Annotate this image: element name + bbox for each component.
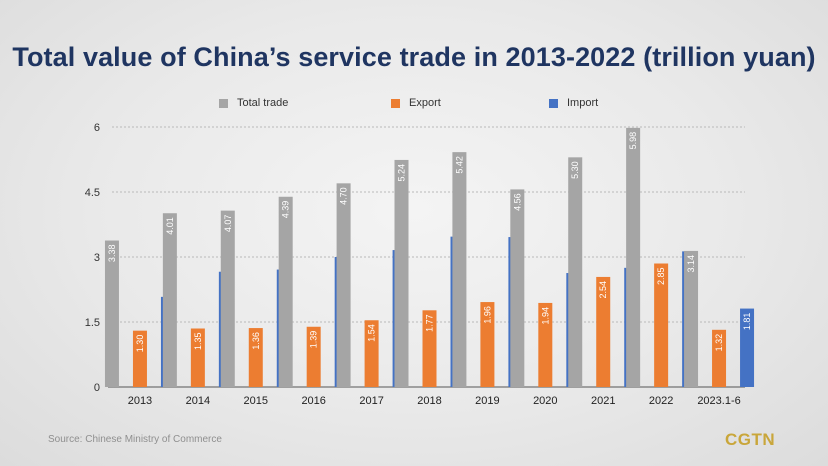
legend-item-import: Import bbox=[549, 97, 598, 109]
bar-total-trade bbox=[336, 183, 351, 387]
y-tick-label: 4.5 bbox=[85, 187, 100, 199]
x-tick-label: 2020 bbox=[533, 395, 557, 407]
data-label-import: 1.81 bbox=[742, 313, 752, 331]
bar-total-trade bbox=[162, 213, 177, 387]
data-label-total-trade: 5.42 bbox=[454, 156, 464, 174]
bar-total-trade bbox=[220, 210, 235, 387]
bar-total-trade bbox=[626, 127, 641, 387]
bar-export bbox=[480, 302, 495, 387]
x-tick-label: 2021 bbox=[591, 395, 615, 407]
legend-swatch-export bbox=[391, 98, 400, 108]
bar-export bbox=[654, 263, 669, 387]
legend-label-export: Export bbox=[409, 97, 441, 109]
legend-label-total: Total trade bbox=[237, 97, 289, 109]
data-label-export: 1.77 bbox=[425, 314, 435, 332]
legend-swatch-import bbox=[549, 98, 558, 108]
bar-total-trade bbox=[568, 157, 583, 387]
y-tick-label: 0 bbox=[94, 382, 100, 394]
bar-total-trade bbox=[104, 240, 119, 387]
data-label-export: 1.39 bbox=[309, 331, 319, 349]
data-label-export: 2.85 bbox=[656, 268, 666, 286]
data-label-export: 1.54 bbox=[367, 324, 377, 342]
data-label-export: 1.35 bbox=[193, 333, 203, 351]
legend-item-total: Total trade bbox=[219, 97, 288, 109]
x-tick-label: 2023.1-6 bbox=[697, 395, 740, 407]
bar-export bbox=[190, 328, 205, 387]
bar-export bbox=[422, 310, 437, 387]
y-tick-label: 3 bbox=[94, 252, 100, 264]
bar-total-trade bbox=[278, 196, 293, 387]
data-label-total-trade: 4.07 bbox=[223, 215, 233, 233]
y-tick-label: 6 bbox=[94, 122, 100, 134]
x-tick-label: 2013 bbox=[128, 395, 152, 407]
data-label-export: 1.96 bbox=[482, 306, 492, 324]
data-label-total-trade: 4.39 bbox=[281, 201, 291, 219]
bar-total-trade bbox=[452, 152, 467, 387]
source-note: Source: Chinese Ministry of Commerce bbox=[48, 434, 222, 445]
cgtn-logo: CGTN bbox=[725, 430, 776, 449]
data-label-export: 1.94 bbox=[540, 307, 550, 325]
chart-title: Total value of China’s service trade in … bbox=[12, 42, 816, 72]
bar-export bbox=[712, 329, 727, 387]
data-label-total-trade: 4.70 bbox=[339, 187, 349, 205]
data-label-export: 1.32 bbox=[714, 334, 724, 352]
data-label-export: 2.54 bbox=[598, 281, 608, 299]
bar-export bbox=[538, 302, 553, 387]
x-tick-label: 2016 bbox=[301, 395, 325, 407]
legend-item-export: Export bbox=[391, 97, 441, 109]
bar-import bbox=[740, 308, 755, 387]
x-tick-label: 2018 bbox=[417, 395, 441, 407]
data-label-total-trade: 4.56 bbox=[512, 193, 522, 211]
bar-export bbox=[306, 326, 321, 387]
data-label-export: 1.30 bbox=[135, 335, 145, 353]
x-tick-label: 2017 bbox=[359, 395, 383, 407]
data-label-total-trade: 3.14 bbox=[686, 255, 696, 273]
x-tick-label: 2015 bbox=[244, 395, 268, 407]
bar-export bbox=[132, 330, 147, 387]
data-label-total-trade: 5.24 bbox=[397, 164, 407, 182]
x-tick-label: 2019 bbox=[475, 395, 499, 407]
data-label-total-trade: 5.30 bbox=[570, 161, 580, 179]
legend-swatch-total bbox=[219, 98, 228, 108]
x-tick-label: 2014 bbox=[186, 395, 210, 407]
data-label-total-trade: 4.01 bbox=[165, 217, 175, 235]
data-label-total-trade: 3.38 bbox=[107, 245, 117, 263]
data-label-export: 1.36 bbox=[251, 332, 261, 350]
bar-total-trade bbox=[510, 189, 525, 387]
legend: Total trade Export Import bbox=[0, 97, 828, 113]
legend-label-import: Import bbox=[567, 97, 599, 109]
bar-total-trade bbox=[394, 159, 409, 387]
y-tick-label: 1.5 bbox=[85, 317, 100, 329]
bar-export bbox=[364, 320, 379, 387]
bar-export bbox=[248, 328, 263, 387]
data-label-total-trade: 5.98 bbox=[628, 132, 638, 150]
bar-export bbox=[596, 276, 611, 387]
x-tick-label: 2022 bbox=[649, 395, 673, 407]
bar-total-trade bbox=[684, 250, 699, 387]
